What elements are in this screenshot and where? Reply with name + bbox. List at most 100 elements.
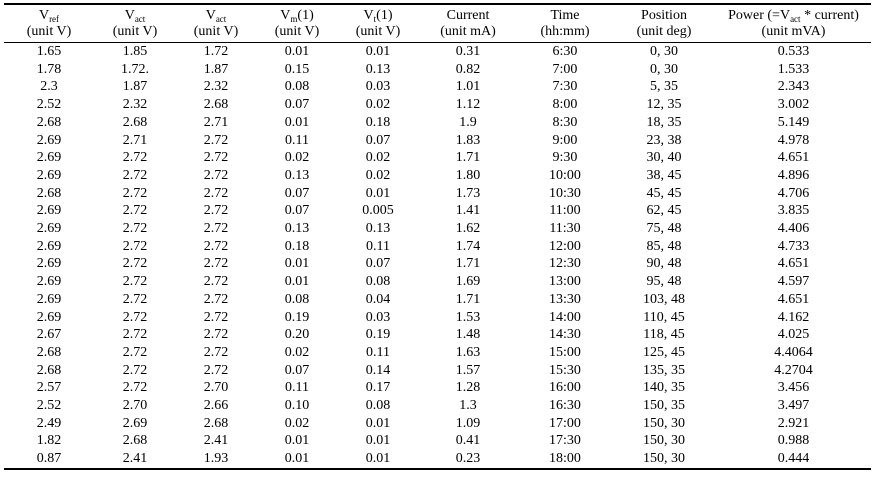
table-row: 1.65 1.85 1.72 0.01 0.01 0.31 6:30 0, 30 0.533 (4, 43, 871, 61)
table-cell: 0.13 (365, 221, 391, 237)
table-row: 2.49 2.69 2.68 0.02 0.01 1.09 17:00 150, 30 2.92… (4, 415, 871, 433)
column-header-label: Power (=V (728, 8, 791, 23)
table-cell: 2.70 (122, 398, 148, 414)
table-cell: 2.72 (122, 291, 148, 307)
table-cell: 2.69 (36, 150, 62, 166)
table-cell: 1.93 (176, 450, 256, 470)
table-cell: 3.497 (777, 398, 810, 414)
table-cell: 1.63 (455, 344, 481, 360)
table-row: 2.69 2.71 2.72 0.11 0.07 1.83 9:00 23, 38 4.978 (4, 132, 871, 150)
table-cell: 0, 30 (650, 61, 678, 77)
table-row: 2.68 2.72 2.72 0.02 0.11 1.63 15:00 125, 45 4.40… (4, 344, 871, 362)
table-cell: 0.02 (365, 167, 391, 183)
table-cell: 0.11 (285, 132, 309, 148)
table-cell: 7:30 (552, 79, 578, 95)
table-cell: 0.01 (365, 433, 391, 449)
table-cell: 0.18 (365, 114, 391, 130)
table-cell: 2.67 (36, 327, 62, 343)
table-row: 2.69 2.72 2.72 0.18 0.11 1.74 12:00 85, 48 4.733 (4, 238, 871, 256)
table-row: 2.69 2.72 2.72 0.01 0.07 1.71 12:30 90, 48 4.651 (4, 255, 871, 273)
table-cell: 0.03 (365, 79, 391, 95)
table-cell: 2.72 (203, 327, 229, 343)
table-cell: 2.69 (36, 167, 62, 183)
table-cell: 2.72 (203, 203, 229, 219)
table-cell: 0.01 (284, 114, 310, 130)
table-cell: 0.13 (284, 167, 310, 183)
column-header: Power (=Vact * current) (716, 3, 871, 24)
table-cell: 18, 35 (646, 114, 682, 130)
table-cell: 0.11 (366, 238, 390, 254)
table-cell: 12, 35 (646, 97, 682, 113)
table-cell: 2.32 (122, 97, 148, 113)
table-cell: 62, 45 (646, 203, 682, 219)
table-cell: 9:30 (552, 150, 578, 166)
table-cell: 0.03 (365, 309, 391, 325)
table-cell: 1.62 (455, 221, 481, 237)
table-cell: 2.68 (203, 415, 229, 431)
table-cell: 1.72. (121, 61, 149, 77)
table-cell: 2.68 (36, 362, 62, 378)
table-cell: 0.08 (365, 274, 391, 290)
table-cell: 4.025 (777, 327, 810, 343)
table-cell: 4.2704 (774, 362, 813, 378)
table-cell: 4.706 (777, 185, 810, 201)
table-cell: 2.52 (36, 398, 62, 414)
table-cell: 5.149 (777, 114, 810, 130)
table-cell: 14:30 (549, 327, 581, 343)
table-cell: 7:00 (552, 61, 578, 77)
table-cell: 135, 35 (643, 362, 685, 378)
table-cell: 1.72 (203, 44, 229, 59)
table-body: 1.65 1.85 1.72 0.01 0.01 0.31 6:30 0, 30 0.533 1.… (4, 43, 871, 470)
table-cell: 2.72 (122, 344, 148, 360)
table-cell: 30, 40 (646, 150, 682, 166)
table-cell: 150, 30 (643, 433, 685, 449)
table-cell: 2.72 (122, 221, 148, 237)
table-cell: 0.87 (4, 450, 94, 470)
table-cell: 0.01 (284, 256, 310, 272)
table-cell: 1.533 (777, 61, 810, 77)
table-cell: 2.69 (36, 132, 62, 148)
table-cell: 140, 35 (643, 380, 685, 396)
column-unit: (unit V) (176, 24, 256, 43)
table-cell: 13:00 (549, 274, 581, 290)
table-row: 2.69 2.72 2.72 0.02 0.02 1.71 9:30 30, 40 4.651 (4, 149, 871, 167)
column-header: Position (612, 3, 716, 24)
table-cell: 12:30 (549, 256, 581, 272)
column-unit: (unit V) (256, 24, 338, 43)
table-cell: 16:00 (549, 380, 581, 396)
table-cell: 150, 30 (612, 450, 716, 470)
table-cell: 2.72 (122, 362, 148, 378)
table-cell: 75, 48 (646, 221, 682, 237)
table-cell: 2.69 (36, 309, 62, 325)
table-cell: 1.71 (455, 291, 481, 307)
table-cell: 2.66 (203, 398, 229, 414)
table-cell: 2.343 (777, 79, 810, 95)
table-cell: 0.11 (366, 344, 390, 360)
table-cell: 1.85 (122, 44, 148, 59)
table-cell: 0.02 (284, 344, 310, 360)
table-cell: 4.978 (777, 132, 810, 148)
column-header-subscript: t (373, 14, 377, 24)
table-cell: 1.12 (455, 97, 481, 113)
table-cell: 0.07 (284, 203, 310, 219)
column-header-label: Position (641, 8, 687, 23)
table-cell: 0.01 (284, 274, 310, 290)
table-cell: 0.01 (284, 44, 310, 59)
column-unit: (unit deg) (612, 24, 716, 43)
table-cell: 45, 45 (646, 185, 682, 201)
column-header: Vact (94, 3, 176, 24)
table-cell: 90, 48 (646, 256, 682, 272)
table-cell: 2.3 (40, 79, 58, 95)
table-cell: 0.988 (777, 433, 810, 449)
table-cell: 2.69 (36, 274, 62, 290)
table-row: 1.82 2.68 2.41 0.01 0.01 0.41 17:30 150, 30 0.98… (4, 432, 871, 450)
table-cell: 2.921 (777, 415, 810, 431)
table-cell: 2.41 (94, 450, 176, 470)
table-cell: 1.01 (455, 79, 481, 95)
table-cell: 2.72 (203, 150, 229, 166)
table-cell: 2.72 (122, 238, 148, 254)
table-cell: 2.72 (122, 167, 148, 183)
table-cell: 2.72 (122, 185, 148, 201)
table-cell: 118, 45 (643, 327, 685, 343)
table-cell: 2.68 (36, 344, 62, 360)
